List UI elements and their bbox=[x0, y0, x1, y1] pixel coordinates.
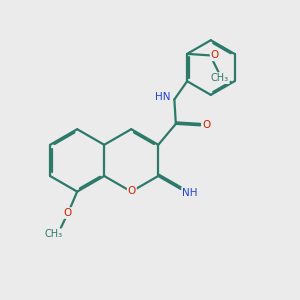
Text: O: O bbox=[202, 120, 210, 130]
Text: O: O bbox=[211, 50, 219, 60]
Text: CH₃: CH₃ bbox=[45, 230, 63, 239]
Text: NH: NH bbox=[182, 188, 198, 198]
Text: O: O bbox=[128, 186, 136, 196]
Text: O: O bbox=[63, 208, 71, 218]
Text: CH₃: CH₃ bbox=[211, 73, 229, 83]
Text: HN: HN bbox=[155, 92, 171, 102]
